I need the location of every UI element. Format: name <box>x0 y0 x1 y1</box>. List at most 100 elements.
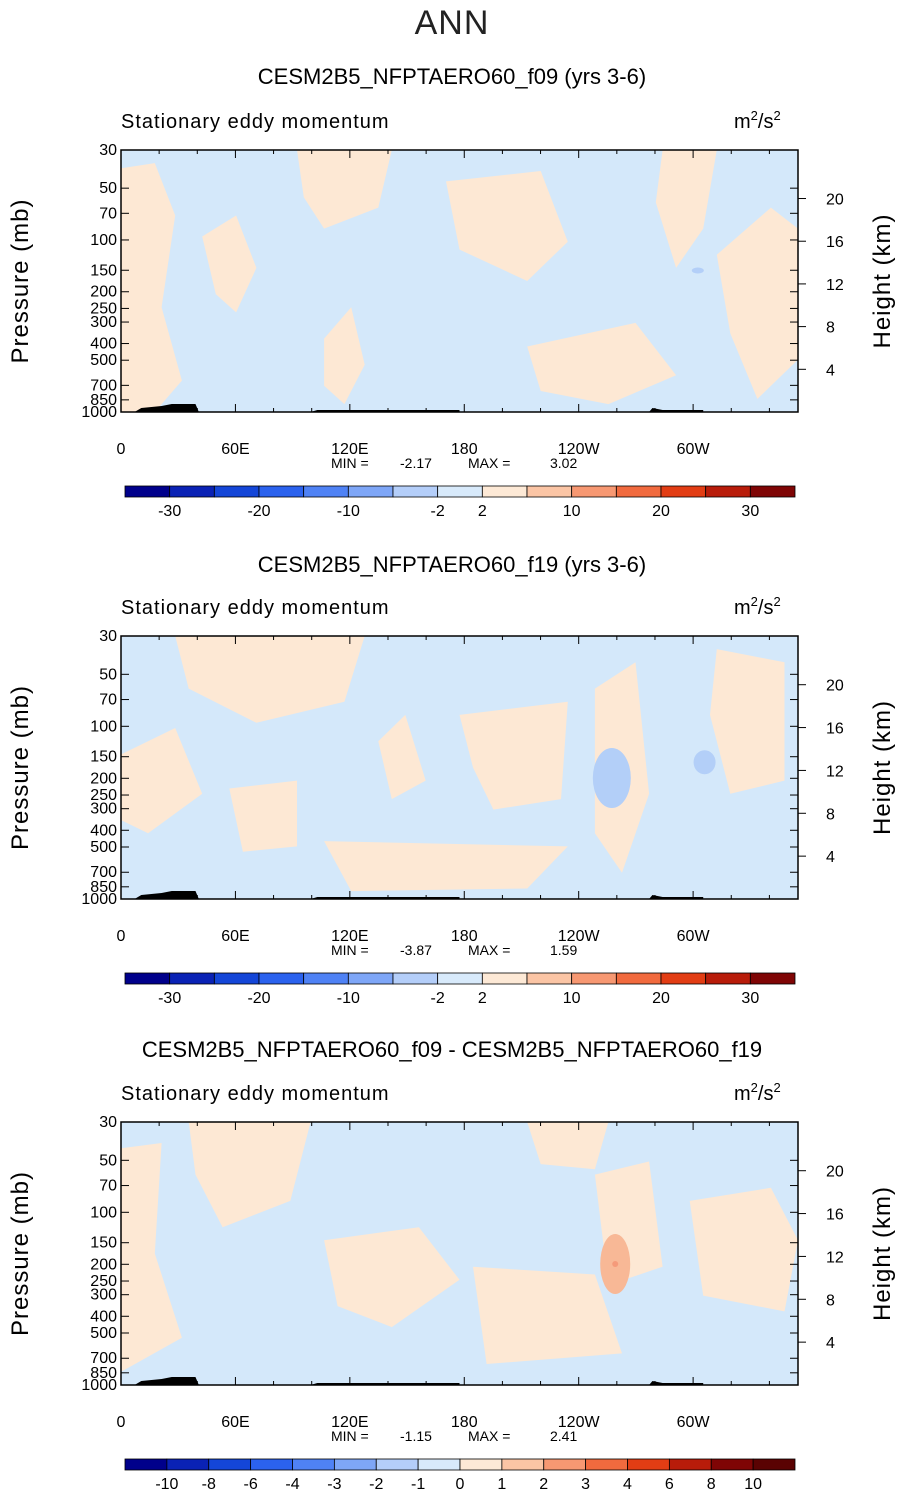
min-value: -2.17 <box>400 455 432 471</box>
colorbar-swatch <box>749 485 796 498</box>
height-tick-label: 4 <box>826 1335 835 1352</box>
colorbar-swatch <box>627 1458 670 1471</box>
pressure-tick-label: 300 <box>90 801 117 818</box>
min-label: MIN = <box>331 455 369 471</box>
colorbar-swatch <box>710 1458 754 1471</box>
positive-region <box>473 1266 622 1364</box>
height-tick-label: 4 <box>826 362 835 379</box>
colorbar-tick-label: 10 <box>563 990 581 1007</box>
panel-f19: CESM2B5_NFPTAERO60_f19 (yrs 3-6) Stationa… <box>7 552 896 1007</box>
topography <box>134 1377 704 1385</box>
pressure-tick-label: 850 <box>90 1365 117 1382</box>
colorbar-swatch <box>124 485 171 498</box>
colorbar-tick-label: 30 <box>741 503 759 520</box>
colorbar-tick-label: -30 <box>158 503 181 520</box>
colorbar-swatch <box>437 485 483 498</box>
lon-tick-label: 120E <box>331 928 368 945</box>
units-label: m2/s2 <box>734 594 781 619</box>
positive-region <box>188 1122 311 1228</box>
pressure-tick-label: 70 <box>99 692 117 709</box>
colorbar-swatch <box>292 1458 335 1471</box>
positive-region <box>121 1143 182 1372</box>
colorbar-tick-label: -4 <box>285 1476 299 1493</box>
height-tick-label: 20 <box>826 678 844 695</box>
max-label: MAX = <box>468 942 510 958</box>
colorbar-tick-label: 4 <box>623 1476 632 1493</box>
pressure-tick-label: 70 <box>99 1178 117 1195</box>
lon-tick-label: 180 <box>451 1414 478 1431</box>
units-base: m <box>734 597 751 619</box>
y-axis-label: Pressure (mb) <box>7 1171 34 1336</box>
pressure-tick-label: 500 <box>90 352 117 369</box>
lon-tick-label: 120E <box>331 441 368 458</box>
positive-region <box>324 307 365 405</box>
pressure-tick-label: 30 <box>99 628 117 645</box>
positive-region <box>689 1187 798 1312</box>
units-base: m <box>734 1083 751 1105</box>
panel-title: CESM2B5_NFPTAERO60_f09 - CESM2B5_NFPTAER… <box>142 1037 762 1062</box>
lon-tick-label: 120W <box>558 928 601 945</box>
positive-region <box>175 636 365 723</box>
height-tick-label: 12 <box>826 1249 844 1266</box>
colorbar-swatch <box>213 972 260 985</box>
pressure-tick-label: 250 <box>90 1273 117 1290</box>
colorbar-swatch <box>571 485 617 498</box>
pressure-tick-label: 700 <box>90 864 117 881</box>
pressure-tick-label: 30 <box>99 1114 117 1131</box>
colorbar-swatch <box>481 972 528 985</box>
colorbar-swatch <box>258 972 305 985</box>
colorbar-swatch <box>347 485 394 498</box>
height-tick-label: 8 <box>826 1292 835 1309</box>
lon-tick-label: 0 <box>117 1414 126 1431</box>
lon-tick-label: 60W <box>677 1414 711 1431</box>
colorbar-swatch <box>437 972 483 985</box>
pressure-tick-label: 200 <box>90 284 117 301</box>
colorbar-swatch <box>258 485 305 498</box>
units-tail: /s <box>758 1083 774 1105</box>
colorbar-tick-label: -1 <box>411 1476 425 1493</box>
colorbar-tick-label: 1 <box>497 1476 506 1493</box>
height-tick-label: 20 <box>826 1164 844 1181</box>
pressure-tick-label: 500 <box>90 1325 117 1342</box>
colorbar-swatch <box>250 1458 293 1471</box>
lon-tick-label: 60W <box>677 928 711 945</box>
max-label: MAX = <box>468 455 510 471</box>
pressure-tick-label: 400 <box>90 822 117 839</box>
positive-region <box>229 780 297 852</box>
lon-tick-label: 0 <box>117 441 126 458</box>
positive-blob-core <box>612 1261 619 1268</box>
units-label: m2/s2 <box>734 108 781 133</box>
colorbar-swatch <box>705 972 751 985</box>
units-exp2: 2 <box>773 1080 780 1095</box>
colorbar-swatch <box>526 972 573 985</box>
height-tick-label: 16 <box>826 721 844 738</box>
pressure-tick-label: 850 <box>90 879 117 896</box>
pressure-tick-label: 850 <box>90 392 117 409</box>
colorbar-tick-label: -3 <box>327 1476 341 1493</box>
colorbar-swatch <box>615 485 662 498</box>
positive-region <box>716 207 798 399</box>
min-label: MIN = <box>331 1428 369 1444</box>
panel-title: CESM2B5_NFPTAERO60_f09 (yrs 3-6) <box>258 64 646 89</box>
colorbar-tick-label: 10 <box>563 503 581 520</box>
y-axis-label: Pressure (mb) <box>7 685 34 850</box>
pressure-tick-label: 50 <box>99 180 117 197</box>
colorbar-tick-label: -2 <box>369 1476 383 1493</box>
colorbar-tick-label: -2 <box>431 503 445 520</box>
pressure-tick-label: 100 <box>90 1204 117 1221</box>
colorbar-swatch <box>392 485 439 498</box>
colorbar-tick-label: 20 <box>652 990 670 1007</box>
colorbar-swatch <box>501 1458 545 1471</box>
colorbar-swatch <box>615 972 662 985</box>
pressure-tick-label: 150 <box>90 1235 117 1252</box>
colorbar-swatch <box>459 1458 503 1471</box>
units-label: m2/s2 <box>734 1080 781 1105</box>
height-tick-label: 16 <box>826 1207 844 1224</box>
pressure-tick-label: 100 <box>90 718 117 735</box>
units-exp: 2 <box>751 594 758 609</box>
colorbar-swatch <box>169 485 215 498</box>
positive-region <box>527 322 677 405</box>
units-exp2: 2 <box>773 594 780 609</box>
colorbar-tick-label: -10 <box>337 503 360 520</box>
colorbar-swatch <box>526 485 573 498</box>
